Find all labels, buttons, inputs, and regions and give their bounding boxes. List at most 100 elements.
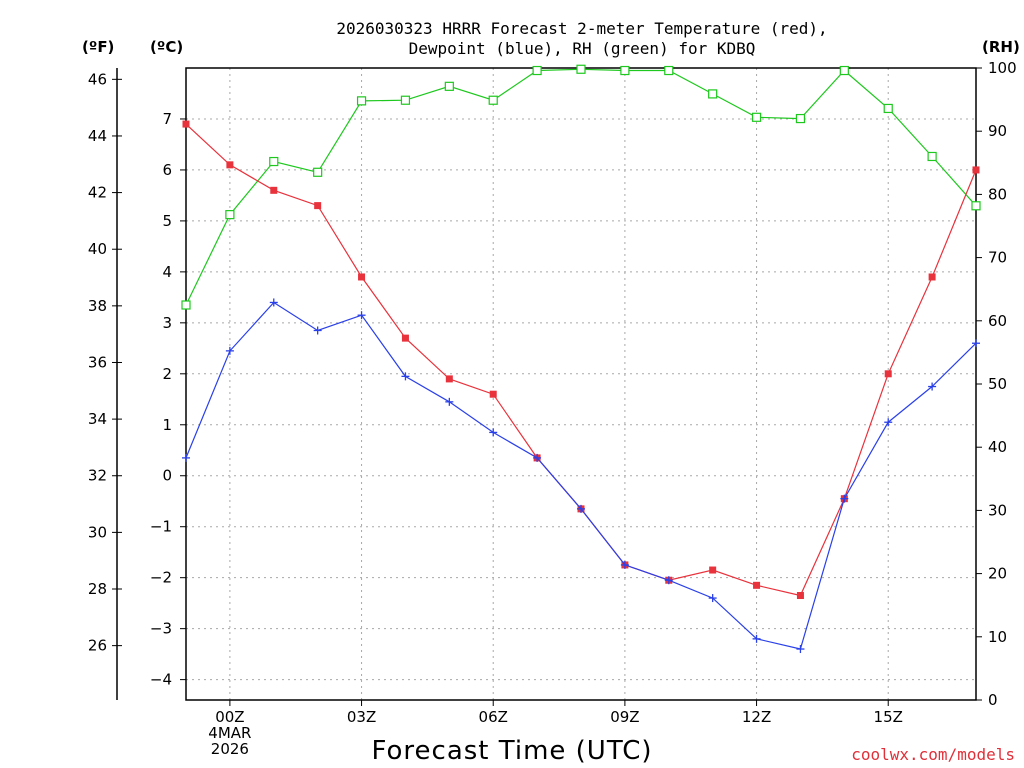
dewpoint-marker [313, 326, 322, 335]
rh-marker [971, 201, 981, 211]
x-tick-label-line: 15Z [874, 708, 903, 726]
temperature-marker [358, 273, 366, 281]
dewpoint-marker [577, 504, 585, 513]
dewpoint-marker [620, 560, 629, 569]
chart-title-line1: 2026030323 HRRR Forecast 2-meter Tempera… [336, 19, 827, 38]
rh-marker [576, 64, 586, 74]
plot-frame [185, 67, 977, 701]
rh-line [185, 68, 977, 306]
celsius-tick-label: −3 [150, 620, 172, 638]
fahrenheit-tick-label: 26 [88, 637, 107, 655]
temperature-marker [226, 161, 234, 169]
x-tick-label-line: 09Z [610, 708, 639, 726]
rh-tick-label: 80 [988, 185, 1007, 203]
dewpoint-marker [269, 298, 278, 307]
temperature-marker [796, 592, 804, 600]
rh-marker [664, 65, 674, 76]
rh-tick-label: 40 [988, 438, 1007, 456]
x-tick-label-line: 4MAR [208, 724, 251, 742]
celsius-tick-label: 2 [162, 365, 172, 383]
temperature-marker [709, 566, 717, 574]
celsius-tick-label: 1 [162, 416, 172, 434]
temperature-marker [753, 581, 761, 589]
fahrenheit-tick-label: 46 [88, 70, 107, 88]
celsius-tick-label: 4 [162, 263, 172, 281]
celsius-unit-label: (ºC) [150, 38, 183, 56]
fahrenheit-tick-label: 34 [88, 410, 107, 428]
celsius-tick-label: −4 [150, 671, 172, 689]
fahrenheit-tick-label: 42 [88, 184, 107, 202]
x-tick-label: 03Z [347, 708, 376, 726]
rh-tick-label: 70 [988, 249, 1007, 267]
dewpoint-marker [752, 634, 761, 643]
axes: 2628303234363840424446−4−3−2−10123456701… [88, 59, 1017, 758]
rh-marker [751, 112, 762, 122]
rh-tick-label: 100 [988, 59, 1017, 77]
celsius-tick-label: 7 [162, 110, 172, 128]
rh-marker [927, 151, 937, 162]
rh-tick-label: 10 [988, 628, 1007, 646]
chart-title-line2: Dewpoint (blue), RH (green) for KDBQ [409, 39, 756, 58]
rh-tick-label: 0 [988, 691, 998, 709]
x-tick-label-line: 00Z [215, 708, 244, 726]
rh-marker [708, 89, 718, 99]
rh-marker [532, 65, 542, 76]
fahrenheit-tick-label: 44 [88, 127, 107, 145]
dewpoint-marker [840, 494, 849, 503]
series-layer [181, 64, 981, 654]
rh-marker [181, 300, 191, 310]
celsius-tick-label: 0 [162, 467, 172, 485]
temperature-marker [489, 390, 497, 398]
x-tick-label: 00Z 4MAR 2026 [208, 708, 251, 758]
dewpoint-marker [445, 397, 454, 406]
dewpoint-marker [708, 594, 717, 603]
rh-marker [488, 95, 498, 105]
temperature-marker [928, 273, 936, 281]
x-tick-label-line: 2026 [211, 740, 249, 758]
temperature-marker [314, 202, 322, 210]
credit-text: coolwx.com/models [851, 745, 1015, 764]
x-tick-label-line: 06Z [479, 708, 508, 726]
dewpoint-marker [489, 428, 498, 437]
dewpoint-line [185, 301, 977, 650]
dewpoint-marker [225, 346, 234, 355]
rh-tick-label: 50 [988, 375, 1007, 393]
temperature-line [185, 123, 977, 597]
fahrenheit-tick-label: 40 [88, 240, 107, 258]
fahrenheit-tick-label: 30 [88, 523, 107, 541]
rh-marker [400, 95, 411, 105]
rh-unit-label: (RH) [982, 38, 1020, 56]
celsius-tick-label: 3 [162, 314, 172, 332]
fahrenheit-tick-label: 32 [88, 467, 107, 485]
dewpoint-marker [972, 339, 980, 348]
temperature-marker [884, 370, 892, 378]
temperature-marker [270, 186, 278, 194]
celsius-tick-label: −1 [150, 518, 172, 536]
fahrenheit-tick-label: 36 [88, 353, 107, 371]
grid-lines [186, 68, 976, 700]
dewpoint-marker [664, 576, 673, 585]
celsius-tick-label: 6 [162, 161, 172, 179]
temperature-marker [445, 375, 453, 383]
x-axis-title: Forecast Time (UTC) [371, 736, 652, 766]
rh-tick-label: 60 [988, 312, 1007, 330]
x-tick-label: 06Z [479, 708, 508, 726]
rh-tick-label: 20 [988, 565, 1007, 583]
fahrenheit-unit-label: (ºF) [82, 38, 114, 56]
fahrenheit-tick-label: 28 [88, 580, 107, 598]
dewpoint-marker [928, 382, 937, 391]
dewpoint-marker [401, 372, 410, 381]
rh-tick-label: 90 [988, 122, 1007, 140]
rh-marker [883, 103, 893, 114]
dewpoint-marker [884, 418, 893, 427]
temperature-marker [972, 166, 980, 174]
rh-marker [444, 81, 454, 91]
rh-marker [313, 167, 323, 177]
x-tick-label: 15Z [874, 708, 903, 726]
rh-marker [795, 113, 806, 124]
dewpoint-marker [182, 453, 190, 462]
celsius-tick-label: 5 [162, 212, 172, 230]
temperature-marker [182, 120, 190, 128]
x-tick-label-line: 03Z [347, 708, 376, 726]
